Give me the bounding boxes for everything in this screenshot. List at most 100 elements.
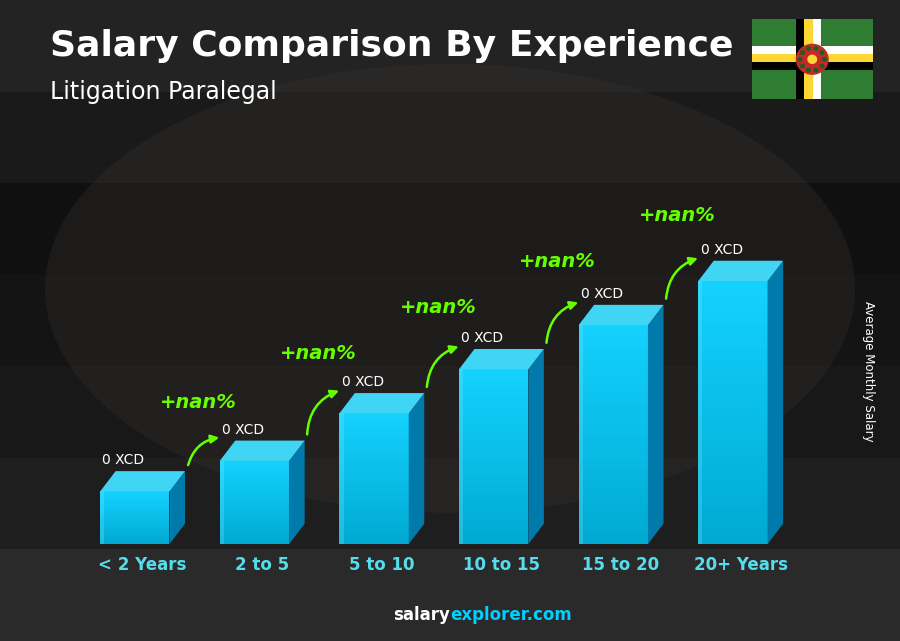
Bar <box>698 356 768 360</box>
Bar <box>579 413 648 417</box>
Bar <box>459 401 528 404</box>
Bar <box>220 533 289 535</box>
Bar <box>100 530 169 531</box>
Bar <box>220 488 289 490</box>
Bar <box>459 378 528 381</box>
Bar <box>339 429 409 431</box>
Polygon shape <box>698 281 702 544</box>
Bar <box>579 340 648 344</box>
Bar <box>100 491 169 492</box>
Bar <box>698 347 768 351</box>
Bar <box>100 514 169 515</box>
Bar <box>698 378 768 382</box>
Bar <box>698 461 768 465</box>
Bar <box>579 351 648 354</box>
Bar <box>698 369 768 373</box>
Bar <box>805 19 813 99</box>
Bar <box>0 366 900 458</box>
Bar <box>579 358 648 362</box>
Ellipse shape <box>45 64 855 513</box>
Bar <box>220 493 289 494</box>
Bar <box>459 416 528 419</box>
Bar <box>459 392 528 395</box>
Bar <box>100 536 169 537</box>
Polygon shape <box>100 492 104 544</box>
Bar <box>796 19 805 99</box>
Bar <box>220 516 289 518</box>
Bar <box>100 519 169 520</box>
Bar <box>698 421 768 426</box>
Bar <box>698 513 768 518</box>
Bar <box>220 463 289 465</box>
Bar <box>339 450 409 453</box>
Bar <box>100 512 169 513</box>
Bar <box>579 463 648 467</box>
Bar <box>220 529 289 530</box>
Bar <box>579 482 648 486</box>
Bar <box>339 537 409 540</box>
Bar <box>698 285 768 290</box>
Bar <box>459 413 528 416</box>
Bar <box>100 542 169 543</box>
Bar <box>579 398 648 402</box>
Bar <box>459 424 528 428</box>
Bar <box>579 362 648 365</box>
Bar <box>100 494 169 495</box>
Bar <box>220 481 289 483</box>
Bar <box>698 294 768 299</box>
Bar <box>579 383 648 387</box>
Bar <box>339 533 409 535</box>
Bar <box>220 541 289 543</box>
Bar <box>459 454 528 456</box>
Bar <box>459 407 528 410</box>
Bar <box>220 542 289 544</box>
Bar <box>0 275 900 366</box>
Bar <box>579 325 648 329</box>
Bar <box>579 402 648 406</box>
Bar <box>339 481 409 483</box>
Polygon shape <box>459 349 544 369</box>
Bar <box>339 503 409 505</box>
Bar <box>0 92 900 183</box>
Bar <box>220 537 289 538</box>
Circle shape <box>820 51 824 54</box>
Circle shape <box>808 55 816 63</box>
Bar <box>459 492 528 495</box>
Bar <box>220 508 289 510</box>
Bar <box>579 474 648 478</box>
Polygon shape <box>100 471 185 492</box>
Bar <box>339 435 409 437</box>
Bar <box>0 458 900 549</box>
Bar <box>0 183 900 275</box>
Bar <box>459 483 528 486</box>
Bar <box>459 398 528 401</box>
Polygon shape <box>579 325 583 544</box>
Bar <box>459 474 528 477</box>
Bar <box>100 523 169 524</box>
Bar <box>339 535 409 538</box>
Bar <box>339 483 409 485</box>
Bar <box>579 405 648 409</box>
Polygon shape <box>220 440 304 461</box>
Bar <box>459 506 528 509</box>
Bar <box>459 515 528 518</box>
Bar <box>0 549 900 641</box>
Bar <box>220 512 289 513</box>
Text: Salary Comparison By Experience: Salary Comparison By Experience <box>50 29 733 63</box>
Bar <box>459 486 528 488</box>
Text: +nan%: +nan% <box>160 393 237 412</box>
Bar <box>220 470 289 472</box>
Bar <box>100 511 169 512</box>
Bar <box>579 329 648 333</box>
Bar <box>698 447 768 452</box>
Text: 0 XCD: 0 XCD <box>462 331 503 345</box>
Bar <box>579 508 648 512</box>
Bar <box>220 531 289 533</box>
Bar <box>100 509 169 510</box>
Bar <box>339 413 409 415</box>
Bar <box>100 503 169 504</box>
Bar <box>698 535 768 540</box>
Bar <box>100 528 169 529</box>
Circle shape <box>814 47 818 50</box>
Bar <box>698 364 768 369</box>
